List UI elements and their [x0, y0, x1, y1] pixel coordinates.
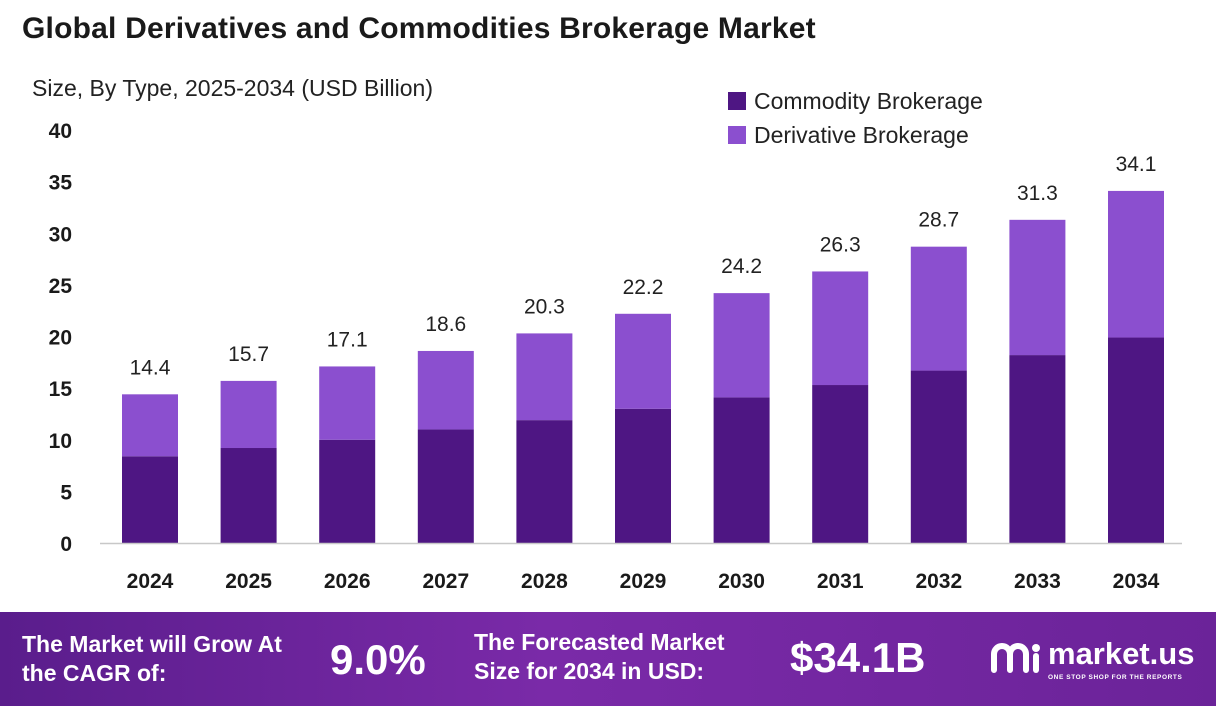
bar-commodity	[910, 370, 967, 543]
chart: Size, By Type, 2025-2034 (USD Billion) C…	[32, 75, 1182, 593]
bar-derivative	[1108, 190, 1164, 338]
bar-derivative	[615, 313, 671, 409]
bar-derivative	[910, 246, 967, 371]
bar-total-label: 18.6	[425, 313, 466, 336]
bar-commodity	[516, 420, 573, 543]
forecast-size-value: $34.1B	[790, 634, 926, 681]
bar-total-label: 15.7	[228, 343, 269, 366]
legend-swatch-commodity	[728, 92, 746, 110]
bar-total-label: 17.1	[327, 328, 368, 351]
y-tick-label: 0	[60, 533, 72, 556]
footer-banner: The Market will Grow At the CAGR of: 9.0…	[0, 612, 1216, 706]
bar-derivative	[516, 333, 573, 421]
x-tick-label: 2034	[1113, 570, 1160, 593]
y-tick-label: 5	[60, 481, 72, 504]
y-tick-label: 30	[49, 223, 72, 246]
bar-commodity	[615, 408, 671, 543]
cagr-value: 9.0%	[330, 636, 426, 683]
y-tick-label: 15	[49, 378, 73, 401]
bar-commodity	[417, 429, 474, 543]
x-tick-label: 2033	[1014, 570, 1061, 593]
y-tick-label: 40	[49, 120, 72, 143]
bar-derivative	[713, 293, 770, 398]
bar-total-label: 22.2	[623, 276, 664, 299]
x-tick-label: 2027	[422, 570, 469, 593]
forecast-size-label: The Forecasted Market Size for 2034 in U…	[474, 629, 725, 684]
bar-derivative	[812, 271, 869, 386]
bar-commodity	[713, 397, 770, 543]
x-tick-label: 2029	[620, 570, 667, 593]
bar-commodity	[1108, 337, 1164, 543]
brand-name: market.us	[1048, 636, 1195, 671]
brand-logo: market.us ONE STOP SHOP FOR THE REPORTS	[990, 634, 1210, 690]
bar-derivative	[220, 380, 277, 449]
legend-label-commodity: Commodity Brokerage	[754, 88, 983, 114]
bar-derivative	[1009, 219, 1066, 356]
x-tick-label: 2024	[127, 570, 174, 593]
x-axis: 2024 2025 2026 2027 2028 2029 2030 2031 2032 2033…	[100, 542, 1182, 593]
bar-total-label: 14.4	[130, 356, 171, 379]
market-us-logo-icon	[991, 643, 1040, 673]
bar-commodity	[122, 456, 178, 543]
bar-total-label: 34.1	[1116, 153, 1157, 176]
bar-derivative	[122, 394, 178, 457]
bar-derivative	[417, 350, 474, 430]
x-tick-label: 2028	[521, 570, 568, 593]
bar-total-label: 28.7	[918, 209, 959, 232]
bar-commodity	[220, 448, 277, 543]
bar-total-label: 24.2	[721, 255, 762, 278]
x-tick-label: 2025	[225, 570, 272, 593]
bar-commodity	[1009, 355, 1066, 543]
bars: 14.4 15.7 17.1 18.6 20.3 22.2 24.2 26.3 28.7 31.3…	[122, 153, 1164, 543]
x-tick-label: 2031	[817, 570, 864, 593]
legend-label-derivative: Derivative Brokerage	[754, 122, 969, 148]
bar-commodity	[812, 385, 869, 543]
bar-commodity	[319, 439, 376, 543]
x-tick-label: 2026	[324, 570, 371, 593]
x-tick-label: 2030	[718, 570, 765, 593]
x-tick-label: 2032	[915, 570, 962, 593]
brand-tagline: ONE STOP SHOP FOR THE REPORTS	[1048, 674, 1183, 681]
bar-total-label: 31.3	[1017, 182, 1058, 205]
bar-total-label: 20.3	[524, 295, 565, 318]
cagr-label: The Market will Grow At the CAGR of:	[22, 631, 282, 686]
y-tick-label: 10	[49, 430, 72, 453]
bar-derivative	[319, 366, 376, 440]
y-tick-label: 25	[49, 275, 73, 298]
y-tick-label: 35	[49, 172, 73, 195]
y-axis: 0 5 10 15 20 25 30 35 40	[49, 120, 73, 556]
chart-subtitle: Size, By Type, 2025-2034 (USD Billion)	[32, 75, 433, 101]
chart-title: Global Derivatives and Commodities Broke…	[22, 12, 816, 45]
y-tick-label: 20	[49, 327, 72, 350]
legend-swatch-derivative	[728, 126, 746, 144]
legend: Commodity Brokerage Derivative Brokerage	[728, 88, 983, 148]
bar-total-label: 26.3	[820, 233, 861, 256]
